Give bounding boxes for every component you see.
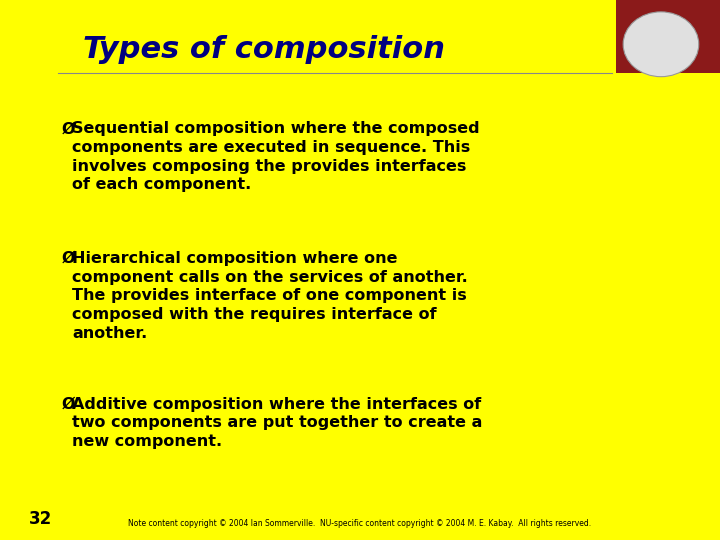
FancyBboxPatch shape xyxy=(616,0,720,73)
Text: Additive composition where the interfaces of
two components are put together to : Additive composition where the interface… xyxy=(72,397,482,449)
Text: Sequential composition where the composed
components are executed in sequence. T: Sequential composition where the compose… xyxy=(72,122,480,192)
Text: Ø: Ø xyxy=(61,122,75,137)
Text: Ø: Ø xyxy=(61,251,75,266)
Text: Note content copyright © 2004 Ian Sommerville.  NU-specific content copyright © : Note content copyright © 2004 Ian Sommer… xyxy=(128,519,592,528)
Text: Types of composition: Types of composition xyxy=(83,35,445,64)
Text: Hierarchical composition where one
component calls on the services of another.
T: Hierarchical composition where one compo… xyxy=(72,251,468,341)
Text: 32: 32 xyxy=(29,510,52,528)
Text: Ø: Ø xyxy=(61,397,75,412)
Ellipse shape xyxy=(624,12,698,77)
